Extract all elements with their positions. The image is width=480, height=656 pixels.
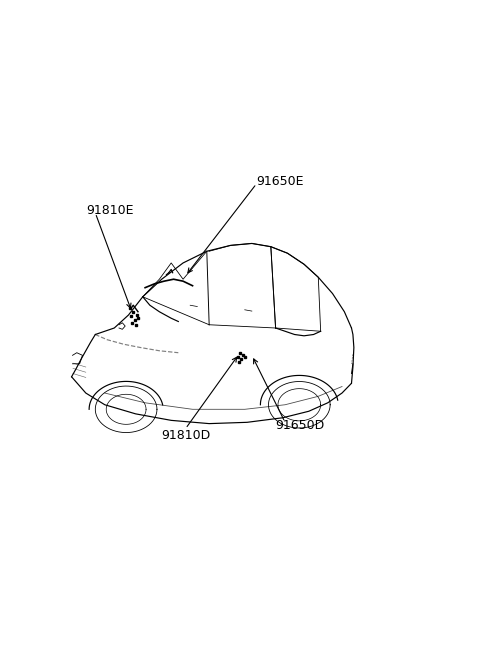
Text: 91650E: 91650E (257, 175, 304, 188)
Text: 91810D: 91810D (161, 429, 210, 442)
Text: 91650D: 91650D (276, 419, 325, 432)
Text: 91810E: 91810E (86, 205, 133, 217)
